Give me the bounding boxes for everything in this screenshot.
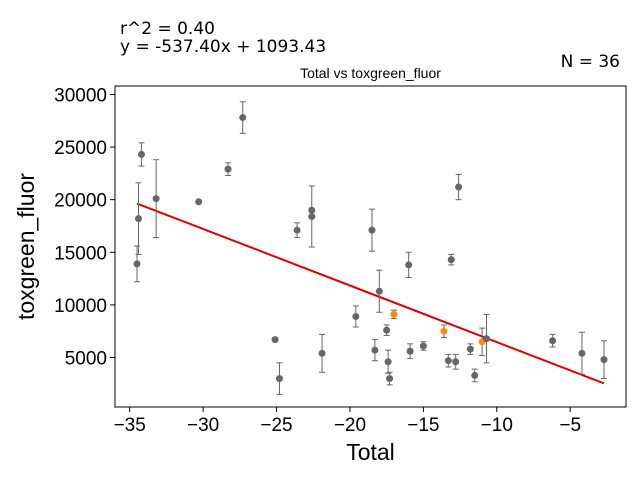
x-tick-label: −25 <box>260 415 292 436</box>
x-tick-label: −15 <box>407 415 439 436</box>
data-point <box>352 312 360 320</box>
data-point <box>483 335 491 343</box>
data-point <box>308 206 316 214</box>
regression-equation-annotation: y = -537.40x + 1093.43 <box>120 37 327 57</box>
data-point <box>600 356 608 364</box>
data-point <box>239 114 247 122</box>
data-point <box>419 342 427 350</box>
data-point <box>152 195 160 203</box>
data-point <box>318 349 326 357</box>
chart-title: Total vs toxgreen_fluor <box>300 65 441 81</box>
data-point <box>455 183 463 191</box>
data-point <box>444 357 452 365</box>
data-point <box>371 346 379 354</box>
sample-count-annotation: N = 36 <box>560 52 620 72</box>
y-tick-label: 15000 <box>54 243 107 264</box>
plot-area-frame <box>114 85 627 408</box>
data-point <box>471 371 479 379</box>
x-axis-label: Total <box>346 439 395 465</box>
data-point <box>293 226 301 234</box>
y-tick-label: 25000 <box>54 138 107 159</box>
data-point <box>466 345 474 353</box>
data-point <box>447 256 455 264</box>
data-point <box>384 358 392 366</box>
x-tick-label: −20 <box>334 415 366 436</box>
y-tick-label: 10000 <box>54 296 107 317</box>
data-point <box>271 336 279 344</box>
r-squared-annotation: r^2 = 0.40 <box>120 19 215 39</box>
data-point <box>137 150 145 158</box>
data-point <box>308 213 316 221</box>
x-tick-label: −10 <box>481 415 513 436</box>
data-point <box>224 165 232 173</box>
y-tick-label: 30000 <box>54 85 107 106</box>
data-point <box>452 358 460 366</box>
x-tick-label: −35 <box>114 415 146 436</box>
data-point <box>195 198 203 206</box>
highlighted-data-point <box>440 327 448 335</box>
data-point <box>549 337 557 345</box>
data-point <box>578 349 586 357</box>
data-point <box>405 261 413 269</box>
y-tick-label: 5000 <box>65 349 107 370</box>
x-tick-label: −5 <box>559 415 581 436</box>
data-point <box>386 375 394 383</box>
data-point <box>368 226 376 234</box>
x-tick-label: −30 <box>187 415 219 436</box>
y-axis-label: toxgreen_fluor <box>13 173 39 320</box>
data-point <box>383 326 391 334</box>
data-point <box>275 375 283 383</box>
data-point <box>133 260 141 268</box>
highlighted-data-point <box>390 310 398 318</box>
regression-line <box>136 202 605 385</box>
data-point <box>406 347 414 355</box>
y-tick-label: 20000 <box>54 191 107 212</box>
data-point <box>375 287 383 295</box>
data-point <box>134 215 142 223</box>
